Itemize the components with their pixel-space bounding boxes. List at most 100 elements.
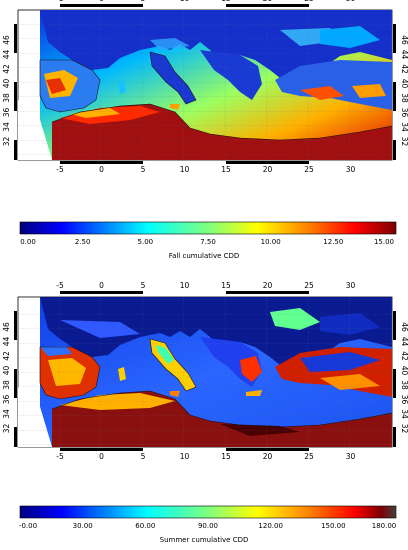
summer-lon-scale-top [60,291,309,294]
lon-tick-label: 30 [346,165,356,174]
lat-tick-label: 42 [400,64,408,74]
lon-tick-label: 20 [263,452,273,461]
lat-tick-label: 44 [400,337,408,347]
summer-lon-ticks-bottom: -5 0 5 10 15 20 25 30 [56,452,355,461]
lat-tick-label: 38 [400,380,408,390]
lat-tick-label: 32 [400,424,408,434]
lon-tick-label: 25 [304,281,314,290]
lat-tick-label: 46 [2,322,11,332]
lat-tick-label: 34 [2,122,11,132]
lon-tick-label: -5 [56,452,64,461]
lon-tick-label: 20 [263,281,273,290]
colorbar-tick-label: 12.50 [323,238,343,246]
lat-tick-label: 42 [2,351,11,361]
lon-tick-label: 0 [99,165,104,174]
colorbar-tick-label: 150.00 [321,522,346,530]
lon-tick-label: 30 [346,281,356,290]
lon-tick-label: 30 [346,452,356,461]
colorbar-tick-label: 180.00 [372,522,397,530]
fall-lon-ticks-bottom: -5 0 5 10 15 20 25 30 [56,165,355,174]
lat-tick-label: 44 [2,50,11,60]
lat-tick-label: 44 [400,50,408,60]
lat-tick-label: 40 [2,366,11,376]
lat-tick-label: 46 [400,35,408,45]
lon-tick-label: 0 [99,452,104,461]
lon-tick-label: 10 [180,165,190,174]
lon-tick-label: -5 [56,0,64,3]
fall-lat-ticks-right: 46 44 42 40 38 36 34 32 [400,35,408,146]
colorbar-tick-label: 30.00 [73,522,93,530]
colorbar-tick-label: 0.00 [20,238,36,246]
fall-colorbar: 0.00 2.50 5.00 7.50 10.00 12.50 15.00 [19,221,397,246]
lat-tick-label: 38 [2,93,11,103]
lon-tick-label: 0 [99,0,104,3]
lat-tick-label: 32 [400,137,408,147]
fall-lat-scale-right [393,24,396,160]
colorbar-tick-label: 15.00 [374,238,394,246]
lon-tick-label: 15 [221,165,231,174]
lon-tick-label: 0 [99,281,104,290]
lat-tick-label: 34 [2,409,11,419]
lat-tick-label: 36 [400,108,408,118]
summer-lat-scale-left [14,311,17,447]
lat-tick-label: 38 [400,93,408,103]
lat-tick-label: 44 [2,337,11,347]
lon-tick-label: 25 [304,165,314,174]
lon-tick-label: 30 [346,0,356,3]
lon-tick-label: 10 [180,281,190,290]
summer-map: -5 0 5 10 15 20 25 30 -5 0 5 10 15 20 25 30 46 44 42 40 38… [2,281,408,461]
fall-lat-scale-left [14,24,17,160]
lon-tick-label: 5 [141,452,146,461]
lon-tick-label: 20 [263,0,273,3]
summer-colorbar-label: Summer cumulative CDD [159,536,249,544]
colorbar-tick-label: 5.00 [138,238,154,246]
colorbar-tick-label: 120.00 [258,522,283,530]
lon-tick-label: 5 [141,0,146,3]
fall-colorbar-ticks: 0.00 2.50 5.00 7.50 10.00 12.50 15.00 [20,238,394,246]
lon-tick-label: 10 [180,452,190,461]
lat-tick-label: 42 [2,64,11,74]
summer-lat-scale-right [393,311,396,447]
lat-tick-label: 40 [400,366,408,376]
fall-lon-scale-bottom [60,161,309,164]
summer-colorbar-ticks: -0.00 30.00 60.00 90.00 120.00 150.00 180.00 [19,522,396,530]
summer-lon-scale-bottom [60,448,309,451]
lon-tick-label: 5 [141,165,146,174]
fall-lat-ticks-left: 46 44 42 40 38 36 34 32 [2,35,11,146]
colorbar-tick-label: 7.50 [200,238,216,246]
lat-tick-label: 38 [2,380,11,390]
lat-tick-label: 40 [2,79,11,89]
lon-tick-label: 15 [221,0,231,3]
colorbar-tick-label: 60.00 [135,522,155,530]
lon-tick-label: -5 [56,165,64,174]
lon-tick-label: 25 [304,0,314,3]
colorbar-tick-label: 2.50 [75,238,91,246]
fall-map: -5 0 5 10 15 20 25 30 -5 0 5 10 15 20 25 30 46 44 42 40 38… [2,0,408,174]
fall-lon-scale-top [60,4,309,7]
colorbar-tick-label: -0.00 [19,522,37,530]
summer-colorbar: -0.00 30.00 60.00 90.00 120.00 150.00 180.00 [19,505,397,530]
lat-tick-label: 34 [400,122,408,132]
lat-tick-label: 36 [2,108,11,118]
lat-tick-label: 46 [400,322,408,332]
lon-tick-label: 20 [263,165,273,174]
colorbar-tick-label: 90.00 [198,522,218,530]
lon-tick-label: 5 [141,281,146,290]
fall-colorbar-label: Fall cumulative CDD [168,252,240,260]
lat-tick-label: 34 [400,409,408,419]
lat-tick-label: 42 [400,351,408,361]
lon-tick-label: 25 [304,452,314,461]
lat-tick-label: 36 [400,395,408,405]
lon-tick-label: -5 [56,281,64,290]
lat-tick-label: 36 [2,395,11,405]
fall-lon-ticks-top: -5 0 5 10 15 20 25 30 [56,0,355,3]
lat-tick-label: 46 [2,35,11,45]
colorbar-tick-label: 10.00 [261,238,281,246]
lon-tick-label: 15 [221,281,231,290]
summer-lat-ticks-right: 46 44 42 40 38 36 34 32 [400,322,408,433]
lat-tick-label: 40 [400,79,408,89]
summer-lat-ticks-left: 46 44 42 40 38 36 34 32 [2,322,11,433]
lon-tick-label: 15 [221,452,231,461]
lat-tick-label: 32 [2,424,11,434]
